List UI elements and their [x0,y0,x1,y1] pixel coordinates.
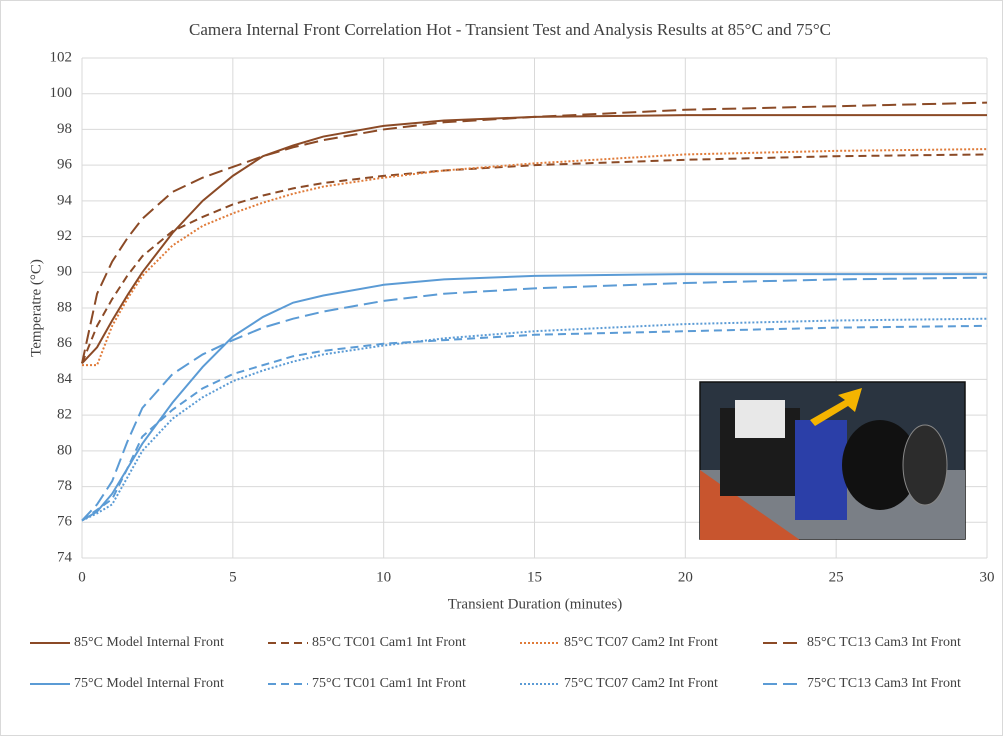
y-tick-label: 102 [50,49,73,65]
legend-label: 75°C TC01 Cam1 Int Front [312,676,466,691]
y-tick-label: 86 [57,335,73,351]
legend: 85°C Model Internal Front 85°C TC01 Cam1 … [30,635,961,691]
legend-label: 75°C Model Internal Front [74,676,224,691]
y-tick-label: 82 [57,407,72,423]
series-line [81,324,988,522]
arrow [810,388,862,426]
y-tick-label: 90 [57,264,72,280]
series-line [81,273,987,522]
y-tick-label: 94 [57,192,73,208]
y-tick-label: 74 [57,549,73,565]
y-tick-label: 84 [57,371,73,387]
y-tick-label: 76 [57,514,73,530]
y-tick-label: 96 [57,157,73,173]
inset-photo [699,381,966,540]
series-line [81,317,988,522]
x-axis-label: Transient Duration (minutes) [448,596,622,612]
chart-title: Camera Internal Front Correlation Hot - … [189,20,831,39]
series-line [81,153,988,364]
legend-label: 85°C TC07 Cam2 Int Front [564,635,718,650]
series-line [81,276,988,522]
plot-lines [81,101,988,522]
series-line [81,101,988,364]
x-tick-label: 20 [678,569,693,585]
y-tick-label: 78 [57,478,72,494]
y-axis-label: Temperatre (°C) [28,259,44,357]
series-line [82,148,988,367]
legend-label: 75°C TC13 Cam3 Int Front [807,676,961,691]
series-line [81,114,987,365]
y-tick-label: 92 [57,228,72,244]
legend-label: 85°C TC13 Cam3 Int Front [807,635,961,650]
legend-label: 85°C TC01 Cam1 Int Front [312,635,466,650]
camera-label [735,400,785,438]
x-tick-label: 10 [376,569,391,585]
x-tick-label: 25 [829,569,844,585]
lens [842,420,918,510]
x-tick-label: 0 [78,569,86,585]
y-tick-label: 88 [57,299,72,315]
lens-front [902,424,948,506]
camera-front [795,420,847,520]
x-tick-label: 30 [980,569,995,585]
legend-label: 85°C Model Internal Front [74,635,224,650]
legend-label: 75°C TC07 Cam2 Int Front [564,676,718,691]
y-tick-label: 98 [57,121,72,137]
x-tick-label: 5 [229,569,237,585]
x-tick-label: 15 [527,569,542,585]
y-tick-label: 80 [57,442,72,458]
grid: 74 76 78 80 82 84 86 88 90 92 94 96 98 100 102 0 5 10 15 20… [50,49,995,585]
y-tick-label: 100 [50,85,73,101]
